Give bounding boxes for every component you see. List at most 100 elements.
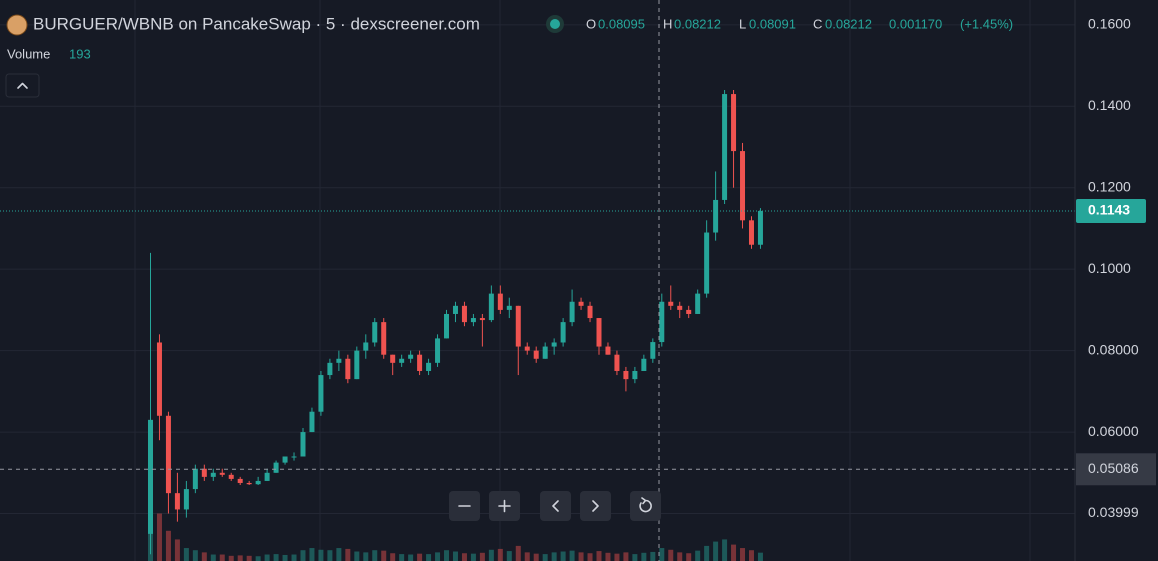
candle-body <box>156 342 162 416</box>
volume-bar <box>695 550 701 561</box>
zoom-out-button[interactable] <box>449 491 480 521</box>
grid: 0.1600 0.1400 0.1200 0.1000 0.08000 0.06000 0.… <box>0 16 1139 520</box>
y-tick-label: 0.08000 <box>1088 341 1139 357</box>
candle-body <box>659 301 665 343</box>
candle-body <box>201 468 207 477</box>
candle-body <box>677 305 683 310</box>
y-tick-label: 0.1200 <box>1088 178 1131 194</box>
overlay: 0.1143 0.05086 <box>0 198 1156 486</box>
candle-body <box>300 432 306 457</box>
volume-bar <box>659 548 665 561</box>
candle-body <box>605 346 611 355</box>
candle-body <box>748 220 754 245</box>
volume-bar <box>273 554 279 561</box>
o-value: 0.08095 <box>598 16 645 31</box>
volume-bar <box>632 554 638 561</box>
volume-bar <box>524 552 530 561</box>
candle-body <box>757 210 763 245</box>
h-value: 0.08212 <box>674 16 721 31</box>
volume-bar <box>192 550 198 561</box>
volume-bar <box>345 548 351 561</box>
volume-bar <box>237 555 243 561</box>
volume-bar <box>542 554 548 561</box>
volume-value: 193 <box>69 46 91 61</box>
volume-bar <box>668 549 674 561</box>
volume-bar <box>318 549 324 561</box>
scroll-right-button[interactable] <box>580 491 611 521</box>
y-tick-label: 0.1400 <box>1088 97 1131 113</box>
candle-body <box>704 232 710 294</box>
volume-bar <box>444 550 450 561</box>
volume-bar <box>470 553 476 561</box>
candle-body <box>461 305 467 323</box>
candle-body <box>183 489 189 510</box>
candle-body <box>291 456 297 458</box>
candle-body <box>641 358 647 371</box>
volume-bar <box>452 551 458 561</box>
volume-bar <box>354 551 360 561</box>
time-grid <box>134 0 1031 561</box>
volume-bar <box>255 556 261 561</box>
volume-bar <box>506 551 512 561</box>
candle-body <box>273 462 279 473</box>
change-percent: (+1.45%) <box>960 16 1013 31</box>
candle-body <box>740 151 746 221</box>
volume-bar <box>390 553 396 561</box>
change-value: 0.001170 <box>889 16 942 31</box>
volume-bar <box>677 552 683 561</box>
volume-bar <box>461 553 467 561</box>
candle-body <box>255 480 261 485</box>
volume-bar <box>533 553 539 561</box>
status-dot <box>550 19 560 29</box>
candle-body <box>336 358 342 363</box>
candle-body <box>237 478 243 483</box>
volume-bar <box>300 550 306 561</box>
volume-bar <box>426 554 432 561</box>
volume-bar <box>219 554 225 561</box>
volume-bar <box>587 553 593 561</box>
y-tick-label: 0.1600 <box>1088 16 1131 32</box>
volume-bar <box>183 548 189 561</box>
h-label: H <box>663 16 672 31</box>
volume-bar <box>614 553 620 561</box>
candle-body <box>695 293 701 314</box>
candle-body <box>345 358 351 380</box>
volume-bar <box>156 513 162 561</box>
candle-body <box>282 456 288 463</box>
candle-body <box>722 94 728 200</box>
candle-body <box>417 354 423 371</box>
volume-bar <box>488 549 494 561</box>
candle-body <box>668 301 674 306</box>
candle-body <box>551 342 557 347</box>
volume-bar <box>650 551 656 561</box>
candle-body <box>390 354 396 363</box>
candle-body <box>444 313 450 339</box>
candle-body <box>596 318 602 347</box>
candle-body <box>569 301 575 323</box>
volume-bar <box>246 555 252 561</box>
c-label: C <box>813 16 822 31</box>
candle-body <box>165 415 171 494</box>
candle-body <box>363 342 369 351</box>
candle-body <box>506 305 512 310</box>
crosshair-badge <box>1076 453 1156 486</box>
candle-body <box>318 375 324 412</box>
volume-bar <box>399 554 405 561</box>
candle-body <box>452 305 458 314</box>
volume-bar <box>327 550 333 561</box>
y-tick-label: 0.1000 <box>1088 260 1131 276</box>
candle-body <box>542 346 548 359</box>
scroll-left-button[interactable] <box>540 491 571 521</box>
volume-bar <box>596 551 602 561</box>
zoom-in-button[interactable] <box>489 491 520 521</box>
collapse-button[interactable] <box>5 73 40 98</box>
volume-bar <box>228 555 234 561</box>
candle-body <box>632 370 638 380</box>
candle-body <box>731 94 737 152</box>
volume-bar <box>264 554 270 561</box>
o-label: O <box>586 16 596 31</box>
volume-bar <box>309 548 315 561</box>
volume-bar <box>174 539 180 561</box>
reset-button[interactable] <box>630 491 661 521</box>
candle-body <box>264 472 270 481</box>
